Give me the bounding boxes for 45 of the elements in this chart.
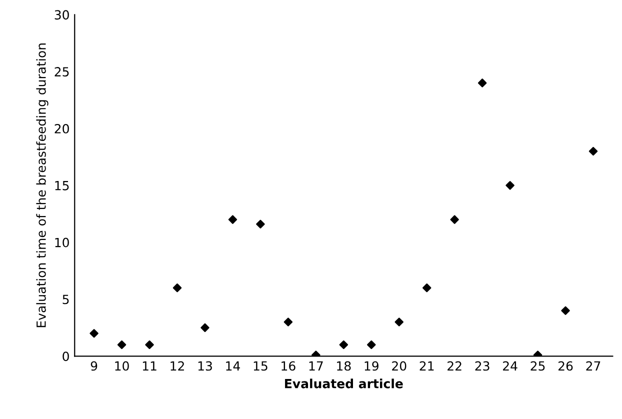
x-tick-label: 9 [90,361,98,371]
point [478,78,487,88]
y-tick-label: 5 [62,294,69,304]
x-tick-label: 20 [392,361,406,371]
x-tick-label: 16 [282,361,296,371]
x-tick-label: 17 [309,361,323,371]
x-tick-label: 13 [198,361,212,371]
x-tick-label: 19 [364,361,378,371]
point [200,323,210,332]
y-tick-label: 0 [62,352,69,362]
point [561,306,570,315]
point [394,318,404,326]
x-tick-label: 12 [170,361,184,371]
point [256,220,265,228]
x-tick-label: 21 [420,361,434,371]
point [450,215,459,224]
x-tick-label: 25 [530,361,545,371]
x-tick-label: 11 [142,361,156,371]
point [172,283,182,292]
point [284,318,293,326]
x-tick-label: 27 [586,361,600,371]
point [422,283,432,292]
x-tick-label: 24 [503,361,518,371]
point [117,340,126,350]
point [588,146,598,156]
y-axis-title: Evaluation time of the breastfeeding duration [36,44,48,328]
y-tick-label: 20 [54,124,69,134]
x-tick-label: 18 [337,361,351,371]
y-tick-label: 10 [55,238,69,248]
y-tick-label: 15 [55,181,69,190]
x-tick-label: 15 [254,361,268,371]
x-tick-label: 10 [115,361,129,371]
x-tick-label: 23 [475,361,490,371]
x-tick-label: 22 [448,361,462,371]
point [367,340,376,350]
y-tick-label: 25 [54,67,69,77]
point [506,181,514,190]
x-axis-title: Evaluated article [285,378,403,388]
x-tick-label: 26 [558,361,573,371]
point [339,340,348,350]
point [90,329,98,338]
point [145,340,154,350]
point [228,215,238,224]
x-tick-label: 14 [226,361,240,371]
y-tick-label: 30 [54,10,69,20]
